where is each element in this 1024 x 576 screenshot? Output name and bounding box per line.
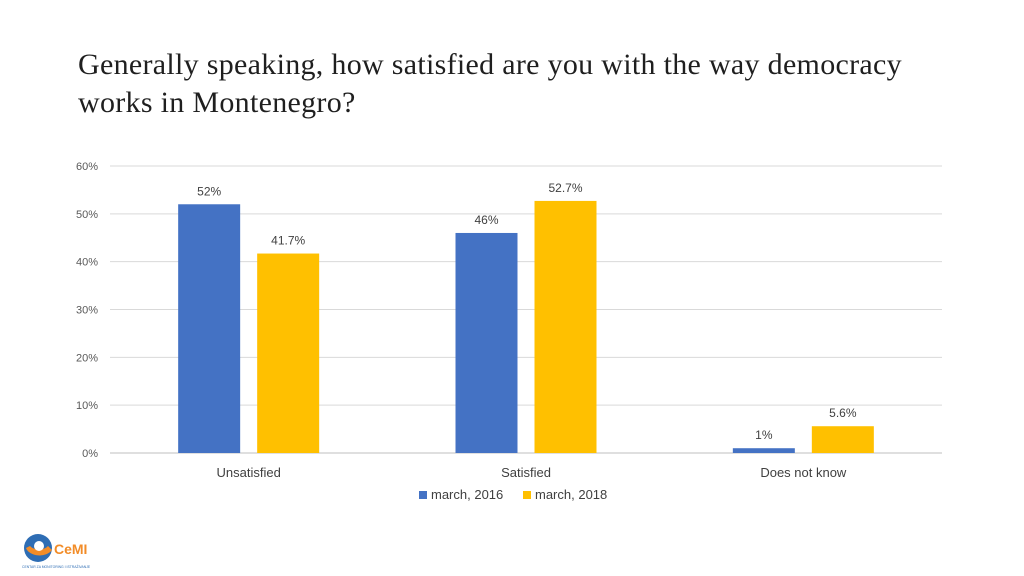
- bar: [178, 204, 241, 453]
- y-axis-ticks: 0% 10% 20% 30% 40% 50% 60%: [76, 161, 98, 460]
- legend-swatch: [523, 491, 531, 499]
- logo-caption-text: CENTAR ZA MONITORING I ISTRAŽIVANJE: [22, 564, 91, 569]
- y-tick-label: 40%: [76, 257, 98, 269]
- x-axis-labels: Unsatisfied Satisfied Does not know: [217, 465, 847, 480]
- data-label: 46%: [474, 213, 498, 227]
- x-category-label: Does not know: [760, 465, 847, 480]
- page-title: Generally speaking, how satisfied are yo…: [78, 48, 902, 119]
- legend-label: march, 2018: [535, 487, 607, 502]
- legend-label: march, 2016: [431, 487, 503, 502]
- bar: [455, 232, 518, 453]
- bar-chart: 0%10%20%30%40%50%60% 52%41.7%46%52.7%1%5…: [76, 161, 942, 502]
- bar: [732, 448, 795, 453]
- bar: [257, 253, 320, 453]
- y-tick-label: 10%: [76, 400, 98, 412]
- legend-swatch: [419, 491, 427, 499]
- x-category-label: Satisfied: [501, 465, 551, 480]
- legend: march, 2016 march, 2018: [419, 487, 607, 502]
- logo-brand-text: CeMI: [54, 541, 87, 557]
- y-tick-label: 0%: [82, 448, 98, 460]
- y-tick-label: 60%: [76, 161, 98, 173]
- bar: [811, 426, 874, 453]
- y-tick-label: 20%: [76, 352, 98, 364]
- data-labels: 52% 41.7% 46% 52.7% 1% 5.6%: [197, 181, 857, 442]
- y-tick-label: 30%: [76, 305, 98, 317]
- cemi-logo: CeMI CENTAR ZA MONITORING I ISTRAŽIVANJE: [22, 534, 91, 569]
- x-category-label: Unsatisfied: [217, 465, 281, 480]
- gridlines: [110, 165, 942, 454]
- data-label: 52%: [197, 184, 221, 198]
- bars: [178, 200, 874, 453]
- data-label: 52.7%: [548, 181, 582, 195]
- data-label: 41.7%: [271, 234, 305, 248]
- data-label: 5.6%: [829, 406, 857, 420]
- y-tick-label: 50%: [76, 209, 98, 221]
- data-label: 1%: [755, 428, 773, 442]
- bar: [534, 200, 597, 453]
